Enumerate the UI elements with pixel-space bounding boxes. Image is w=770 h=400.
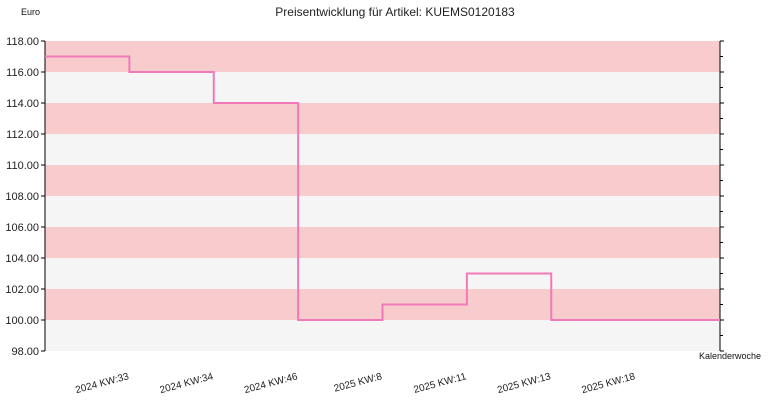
y-tick-label: 106.00 — [5, 222, 39, 234]
grid-band — [45, 227, 720, 258]
grid-band — [45, 165, 720, 196]
x-tick-label: 2025 KW:18 — [581, 371, 637, 396]
y-tick-label: 114.00 — [6, 98, 39, 110]
y-axis-label: Euro — [21, 7, 40, 17]
grid-band — [45, 258, 720, 289]
grid-band — [45, 103, 720, 134]
x-tick-label: 2025 KW:13 — [496, 371, 552, 396]
grid-band — [45, 41, 720, 72]
grid-band — [45, 134, 720, 165]
y-tick-label: 102.00 — [5, 284, 39, 296]
grid-band — [45, 72, 720, 103]
grid-band — [45, 196, 720, 227]
y-tick-label: 116.00 — [6, 67, 39, 79]
y-tick-label: 108.00 — [5, 191, 39, 203]
y-tick-label: 98.00 — [11, 346, 39, 358]
x-tick-label: 2025 KW:8 — [333, 371, 384, 394]
y-tick-label: 112.00 — [6, 129, 39, 141]
x-tick-label: 2024 KW:34 — [159, 371, 215, 396]
price-step-line — [45, 55, 720, 321]
y-tick-label: 100.00 — [5, 315, 39, 327]
y-tick-label: 118.00 — [6, 36, 39, 48]
y-tick-label: 104.00 — [5, 253, 39, 265]
y-tick-label: 110.00 — [6, 160, 39, 172]
grid-band — [45, 320, 720, 351]
x-tick-label: 2024 KW:33 — [74, 371, 130, 396]
x-tick-label: 2024 KW:46 — [243, 371, 299, 396]
x-tick-label: 2025 KW:11 — [413, 371, 469, 396]
chart-title: Preisentwicklung für Artikel: KUEMS01201… — [275, 5, 515, 19]
x-axis-label: Kalenderwoche — [699, 351, 761, 361]
